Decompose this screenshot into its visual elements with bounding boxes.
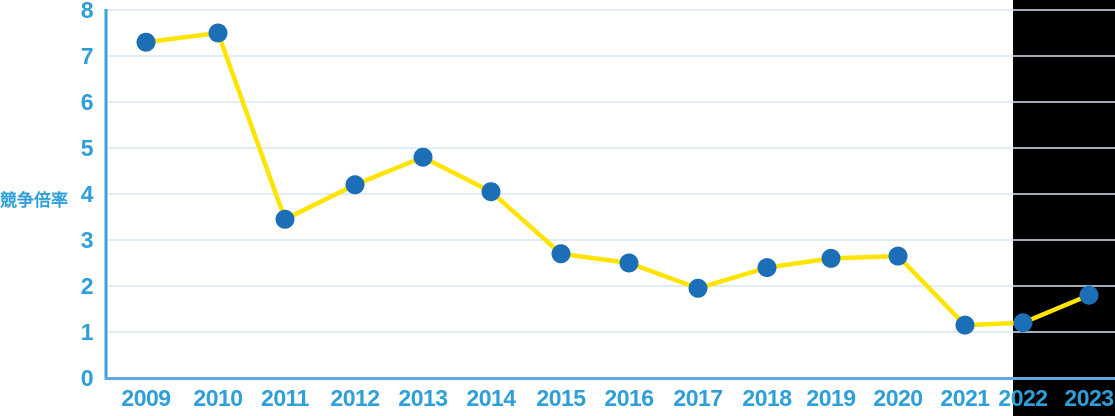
x-tick-label: 2018: [742, 385, 792, 411]
data-point: [413, 147, 433, 167]
data-point: [345, 175, 365, 195]
x-tick-label: 2011: [261, 385, 310, 411]
y-tick-label: 5: [81, 135, 94, 161]
y-tick-label: 4: [81, 181, 94, 207]
data-point: [955, 315, 975, 335]
x-tick-label: 2010: [193, 385, 242, 411]
y-tick-label: 0: [81, 365, 93, 391]
data-point: [1079, 285, 1099, 305]
data-point: [275, 209, 295, 229]
x-tick-label: 2015: [536, 385, 586, 411]
x-tick-label: 2017: [673, 385, 722, 411]
x-tick-label: 2009: [121, 385, 170, 411]
x-tick-label: 2020: [873, 385, 922, 411]
x-tick-label: 2014: [466, 385, 516, 411]
data-point: [481, 182, 501, 202]
data-point: [208, 23, 228, 43]
data-point: [888, 246, 908, 266]
x-tick-label: 2022: [998, 385, 1047, 411]
x-tick-label: 2016: [604, 385, 653, 411]
data-point: [688, 278, 708, 298]
data-line: [145, 30, 1090, 328]
y-tick-label: 7: [81, 43, 93, 69]
data-point: [821, 248, 841, 268]
x-tick-label: 2021: [940, 385, 990, 411]
y-tick-label: 2: [81, 273, 93, 299]
y-tick-label: 8: [81, 0, 94, 23]
y-tick-label: 1: [81, 319, 94, 345]
data-point: [1013, 313, 1033, 333]
x-tick-label: 2013: [398, 385, 447, 411]
x-tick-label: 2012: [330, 385, 379, 411]
y-axis-title: 競争倍率: [0, 191, 68, 210]
y-tick-label: 6: [81, 89, 93, 115]
y-tick-label: 3: [81, 227, 93, 253]
x-tick-label: 2019: [806, 385, 855, 411]
data-point: [136, 32, 156, 52]
data-point: [619, 253, 639, 273]
x-tick-label: 2023: [1064, 385, 1113, 411]
data-point: [551, 244, 571, 264]
black-overlay-panel: [1013, 0, 1115, 416]
data-point: [757, 258, 777, 278]
